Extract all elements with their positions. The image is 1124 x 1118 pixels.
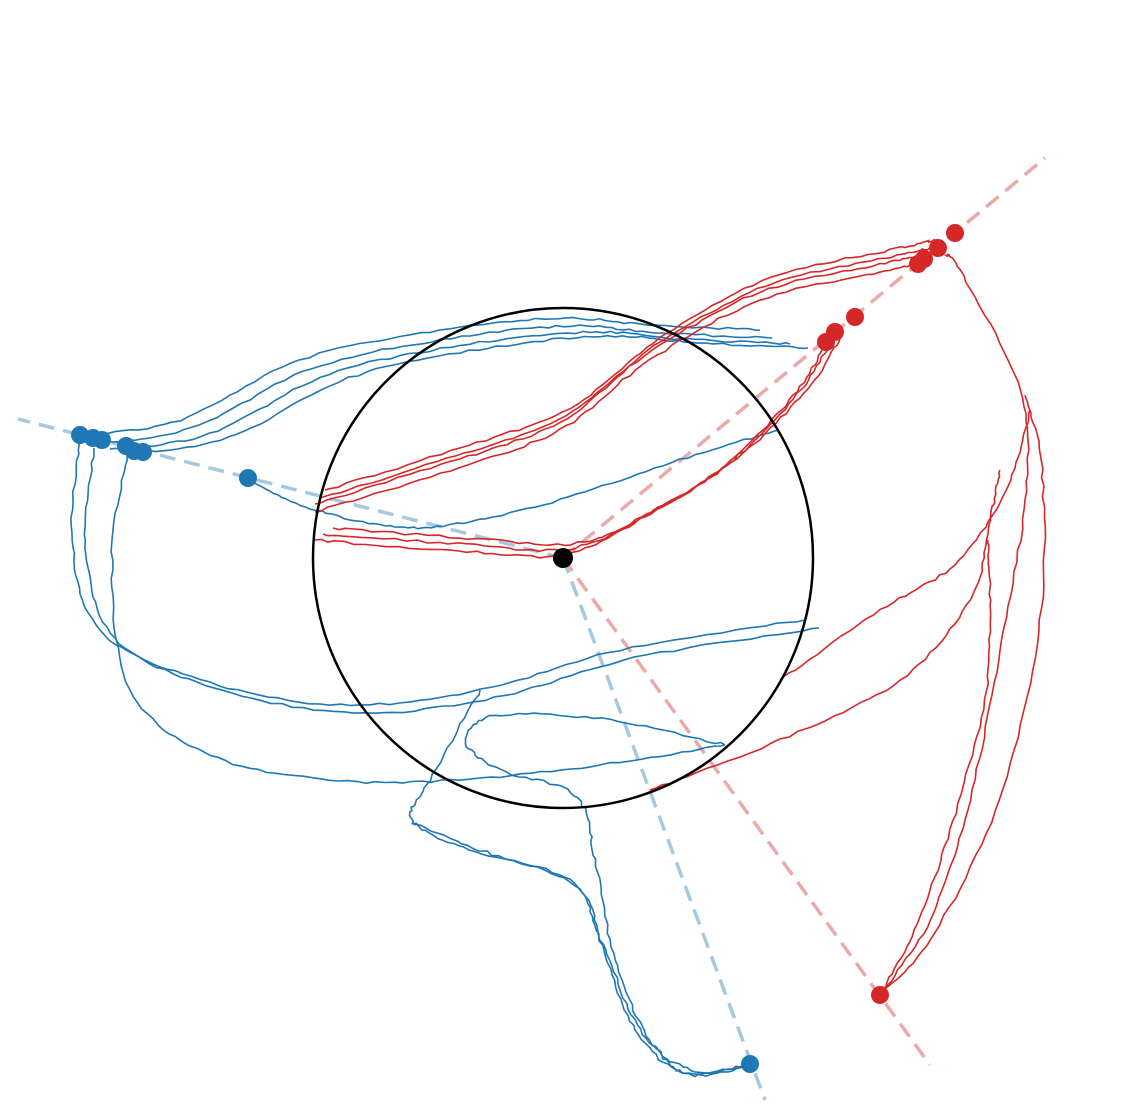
- red-trajectories: [314, 238, 1047, 996]
- blue-trajectories: [70, 316, 820, 1078]
- red-trajectory-mid-2: [322, 338, 834, 553]
- blue-trajectory-lower-1: [70, 439, 806, 707]
- blue-endpoint-7: [239, 469, 257, 487]
- blue-endpoint-8: [741, 1055, 759, 1073]
- blue-trajectory-upper-2: [91, 324, 773, 444]
- blue-trajectory-lower-3: [110, 449, 726, 785]
- guide-lines: [17, 156, 1047, 1101]
- blue-endpoints: [71, 426, 759, 1073]
- red-endpoint-5: [846, 308, 864, 326]
- blue-trajectory-upper-1: [79, 316, 761, 436]
- red-endpoint-7: [817, 333, 835, 351]
- center-point: [553, 548, 573, 568]
- guide-line-blue-down: [561, 557, 767, 1101]
- blue-endpoint-6: [134, 443, 152, 461]
- red-trajectory-upper-2: [314, 252, 926, 505]
- blue-endpoint-3: [93, 431, 111, 449]
- red-endpoint-1: [946, 224, 964, 242]
- red-trajectory-return-2: [879, 539, 992, 996]
- guide-line-blue-left: [17, 417, 564, 560]
- red-trajectory-mid-3: [332, 332, 844, 547]
- red-endpoint-4: [909, 255, 927, 273]
- red-trajectory-return-3: [879, 394, 1047, 996]
- red-trajectory-upper-4: [324, 238, 936, 491]
- blue-trajectory-hook-3: [411, 821, 750, 1074]
- blue-trajectory-upper-4: [127, 334, 809, 454]
- red-endpoint-8: [871, 986, 889, 1004]
- blue-trajectory-hook-1: [464, 712, 751, 1078]
- red-trajectory-lower-1: [649, 469, 1001, 791]
- red-endpoints: [817, 224, 964, 1004]
- red-trajectory-return-1: [879, 253, 1030, 996]
- red-endpoint-2: [929, 239, 947, 257]
- red-trajectory-lower-2: [779, 409, 1031, 681]
- guide-line-red-up: [561, 156, 1047, 560]
- blue-trajectory-upper-3: [109, 330, 791, 450]
- blue-trajectory-lower-2: [83, 447, 820, 715]
- red-trajectory-upper-3: [319, 247, 931, 499]
- blue-trajectory-middle-1: [247, 429, 779, 530]
- guide-line-red-down: [561, 556, 932, 1067]
- blue-trajectory-hook-2: [408, 689, 751, 1076]
- reference-circle: [311, 306, 815, 810]
- red-trajectory-upper-1: [314, 260, 926, 513]
